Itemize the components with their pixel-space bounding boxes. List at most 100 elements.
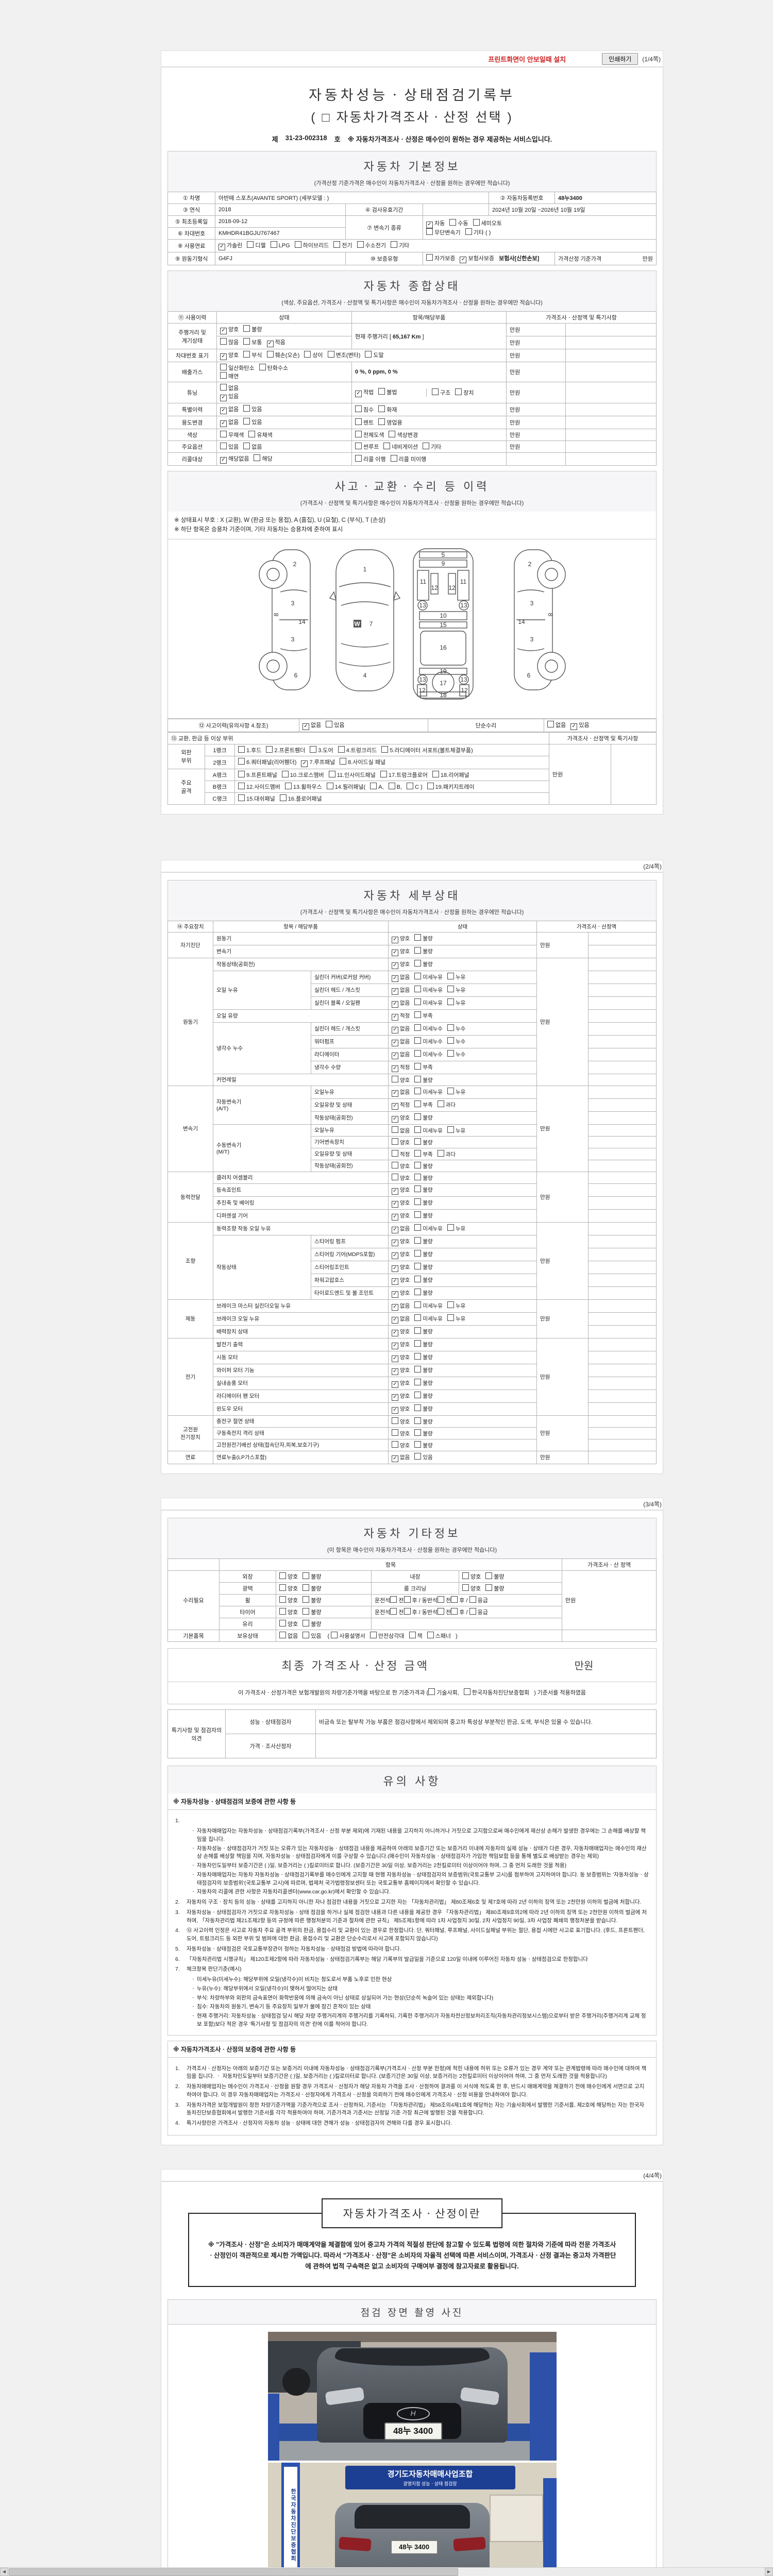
notice-bullet: ㆍ 자동차인도일부터 보증기간은 ( )일, 보증거리는 ( )킬로미터로 합니다… [191,1862,567,1869]
page-1: 자동차성능ㆍ상태점검기록부 ( □ 자동차가격조사ㆍ산정 선택 ) 제 31-2… [161,67,663,815]
checkbox-icon [414,1224,422,1231]
inspection-value: 2024년 10월 20일 ~2026년 10월 19일 [489,204,657,216]
panel-number: 14 [298,618,306,625]
other-header: 자동차 기타정보 (이 항목은 매수인이 자동차가격조사ㆍ산정을 원하는 경우에… [167,1517,657,1558]
reg-no-value: 48누3400 [554,192,657,204]
checkbox-checked-icon [570,723,578,730]
check-option: 양호 [279,1596,298,1604]
check-option: 사용설명서 [331,1631,365,1639]
check-option: 불량 [414,1365,433,1374]
checkbox-checked-icon [392,1455,398,1462]
checkbox-checked-icon [392,1090,398,1097]
checkbox-icon [392,1173,398,1180]
inspection-label: ④ 검사유효기간 [345,204,423,216]
checkbox-checked-icon [392,1342,398,1349]
other-note: (이 항목은 매수인이 자동차가격조사ㆍ산정을 원하는 경우에만 적습니다) [327,1547,497,1553]
table-row: 튜닝없음있음적법불법구조장치만원 [167,382,657,403]
checkbox-icon [326,720,333,727]
panel-number: 13 [419,602,426,609]
checkbox-icon [426,254,433,261]
notice-item: 6. 「자동차관리법 시행규칙」 제120조제2항에 따라 자동차성능ㆍ상태점검기… [175,1956,588,1962]
check-option: 불량 [414,1429,433,1437]
checkbox-icon [414,998,422,1005]
checkbox-icon [447,1087,454,1094]
check-option: 불량 [414,1262,433,1270]
check-option: 과다 [437,1100,456,1108]
checkbox-icon [469,1596,476,1603]
table-row: 특별이력없음있음침수화재만원 [167,403,657,416]
checkbox-icon [414,1011,422,1018]
check-option: 없음 [547,720,566,728]
checkbox-checked-icon [392,1103,398,1110]
table-row: 가격ㆍ조사산정자 [168,1734,657,1759]
check-option: 양호 [462,1584,481,1592]
check-option: 불량 [303,1619,322,1628]
fuel-label: ⑧ 사용연료 [167,239,215,252]
checkbox-icon [447,1224,454,1231]
model-year-label: ③ 연식 [167,204,215,216]
overall-table: ⑪ 사용이력 상태 항목/해당부품 가격조사ㆍ산정액 및 특기사항 주행거리 및… [167,311,657,466]
notice-bullet: ㆍ 자동차성능ㆍ상태점검자가 거짓 또는 오류가 있는 자동차성능ㆍ상태점검 내용… [191,1845,647,1860]
checkbox-checked-icon [392,1200,398,1208]
check-option: 없음 [392,1026,410,1033]
checkbox-checked-icon [392,1316,398,1324]
checkbox-icon [392,1138,398,1145]
check-option: 9.프론트패널 [238,770,277,778]
checkbox-icon [414,1365,422,1372]
checkbox-icon [447,1126,454,1133]
check-option: 미세누유 [414,1126,443,1134]
checkbox-icon [270,241,277,248]
accident-history-table: ⑫ 사고이력(유의사항 4.참조) 없음 있음 단순수리 없음 있음 [167,718,657,732]
check-option: 양호 [392,961,410,969]
windshield [334,2348,490,2366]
doc-no-value: 31-23-002318 [285,134,327,142]
panel-number: 1 [363,566,366,573]
check-option: 없음 [392,974,410,982]
check-option: 미세누유 [414,972,443,980]
check-option: 17.트렁크플로어 [380,770,428,778]
table-row: ⑨ 원동기형식 G4FJ ⑩ 보증유형 자가보증 보험사보증 보험사[신한손보] 가… [167,252,657,265]
scrollbar-thumb[interactable] [9,2568,458,2576]
check-option: 훼손(오손) [266,351,299,359]
table-row: 배출가스 일산화탄소 탄화수소 매연 0 %, 0 ppm, 0 % 만원 [167,362,657,382]
table-row: 워터펌프없음미세누수누수 [168,1035,657,1048]
panel-number: 12 [431,584,438,591]
check-option: 양호 [279,1584,298,1592]
table-row: ⑤ 최초등록일 2018-09-12 ⑦ 변속기 종류 자동 수동 세미오토무단변속… [167,215,657,240]
panel-number: 14 [518,618,525,625]
checkbox-icon [243,338,250,345]
checkbox-icon [303,1572,310,1579]
check-option: 있음 [303,1631,322,1639]
checkbox-icon [447,972,454,979]
window [489,2494,543,2542]
checkbox-icon [380,770,387,777]
checkbox-icon [248,431,256,437]
check-option: 불량 [414,1288,433,1296]
checkbox-icon [303,1596,310,1603]
check-option: 불량 [243,325,262,333]
checkbox-icon [547,720,554,727]
check-option: 스패너 [427,1631,451,1639]
final-price-unit: 만원 [574,1660,594,1672]
warranty-extra: 보험사[신한손보] [499,256,540,262]
scroll-right-button[interactable]: ▶ [765,2568,773,2576]
notice-item: 5. 자동차성능ㆍ상태점검은 국토교통부장관이 정하는 자동차성능ㆍ상태점검 방법… [175,1945,401,1952]
checkbox-icon [414,1087,422,1094]
checkbox-icon [238,757,245,765]
check-option: 없음 [392,1000,410,1008]
check-option: 양호 [392,1367,410,1375]
horizontal-scrollbar[interactable]: ◀ ▶ [0,2567,773,2576]
checkbox-icon [414,1024,422,1031]
check-option: B, [388,782,402,790]
panel-number: 13 [460,602,467,609]
scroll-left-button[interactable]: ◀ [0,2568,8,2576]
checkbox-icon [438,1607,445,1615]
check-option: 색상변경 [389,431,418,438]
checkbox-checked-icon [392,1001,398,1008]
print-button[interactable]: 인쇄하기 [602,53,638,65]
check-option: 7.루프패널 [301,759,335,767]
checkbox-icon [284,782,292,789]
check-option: 있음 [220,394,239,401]
check-option: 구조 [432,388,450,396]
check-option: 기타 [422,443,441,450]
